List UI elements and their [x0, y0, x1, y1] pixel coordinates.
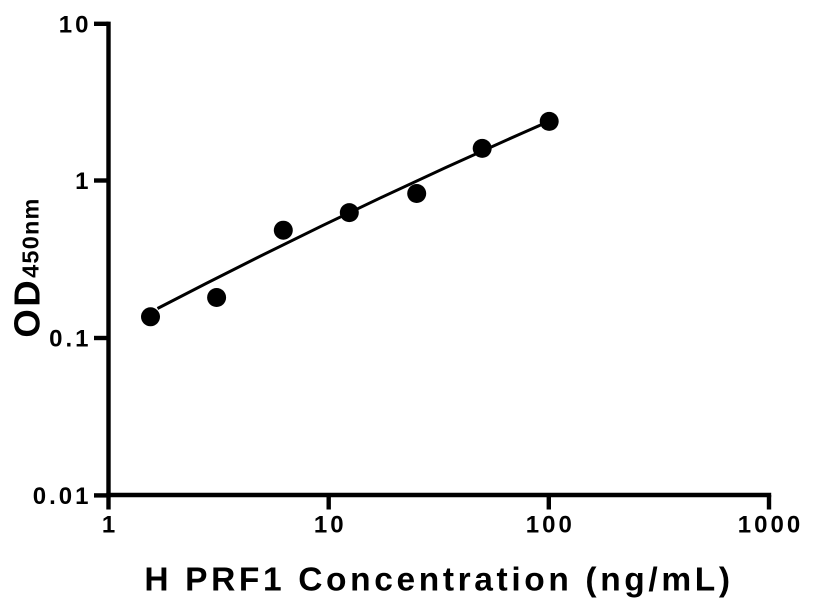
svg-text:10: 10 [314, 512, 347, 539]
svg-text:1000: 1000 [738, 512, 803, 539]
svg-text:10: 10 [59, 12, 92, 39]
svg-text:0.1: 0.1 [49, 326, 91, 353]
svg-text:H PRF1 Concentration (ng/mL): H PRF1 Concentration (ng/mL) [144, 562, 733, 599]
svg-text:100: 100 [526, 512, 575, 539]
svg-text:1: 1 [75, 168, 91, 195]
svg-text:0.01: 0.01 [33, 483, 92, 510]
svg-text:1: 1 [102, 512, 118, 539]
